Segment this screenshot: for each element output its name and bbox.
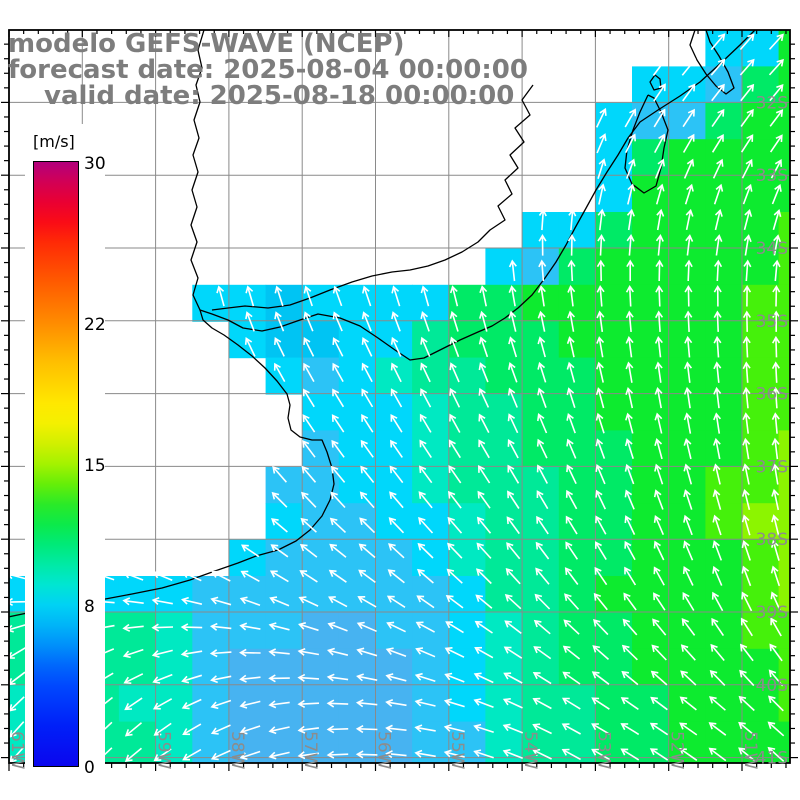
lat-label: 39S xyxy=(756,603,788,623)
lon-label: 56W xyxy=(374,731,394,770)
lon-label: 55W xyxy=(447,731,467,770)
coastline-lagoonlet xyxy=(649,74,662,91)
coastline-river_uruguay xyxy=(190,30,205,311)
lat-label: 32S xyxy=(756,93,788,113)
coastline xyxy=(9,30,756,618)
colorbar-tick-label: 8 xyxy=(84,596,95,617)
axis-labels: 61W60W59W58W57W56W55W54W53W52W51W32S33S3… xyxy=(7,93,788,769)
wave-direction-arrows xyxy=(9,33,785,763)
model-title: modelo GEFS-WAVE (NCEP) xyxy=(8,29,405,59)
valid-date-label: valid date: 2025-08-18 00:00:00 xyxy=(44,81,515,111)
colorbar-unit-label: [m/s] xyxy=(33,132,75,151)
coastline-main_coast xyxy=(9,30,756,618)
lon-label: 61W xyxy=(7,731,27,770)
lon-label: 51W xyxy=(740,731,760,770)
lon-label: 53W xyxy=(593,731,613,770)
coastline-lagoa_patos xyxy=(689,30,735,95)
lon-label: 57W xyxy=(300,731,320,770)
lat-label: 35S xyxy=(756,312,788,332)
lon-label: 52W xyxy=(667,731,687,770)
lon-label: 58W xyxy=(227,731,247,770)
lat-label: 38S xyxy=(756,530,788,550)
colorbar-tick-label: 0 xyxy=(84,758,95,778)
lon-label: 59W xyxy=(154,731,174,770)
lon-label: 54W xyxy=(520,731,540,770)
colorbar-gradient xyxy=(33,161,79,767)
lat-label: 33S xyxy=(756,166,788,186)
colorbar-tick-label: 22 xyxy=(84,315,106,336)
lat-label: 37S xyxy=(756,457,788,477)
lat-label: 41S xyxy=(756,749,788,769)
colorbar-tick-label: 30 xyxy=(84,154,106,174)
axis-ticks xyxy=(1,30,798,771)
colorbar-tick-label: 15 xyxy=(84,456,106,476)
lat-label: 34S xyxy=(756,239,788,259)
lat-label: 40S xyxy=(756,676,788,696)
lat-label: 36S xyxy=(756,385,788,405)
colorbar: [m/s] 30 22 15 8 0 xyxy=(25,124,106,781)
coastline-river_negro xyxy=(211,84,534,311)
forecast-date-label: forecast date: 2025-08-04 00:00:00 xyxy=(8,55,528,85)
map-frame xyxy=(8,29,791,764)
